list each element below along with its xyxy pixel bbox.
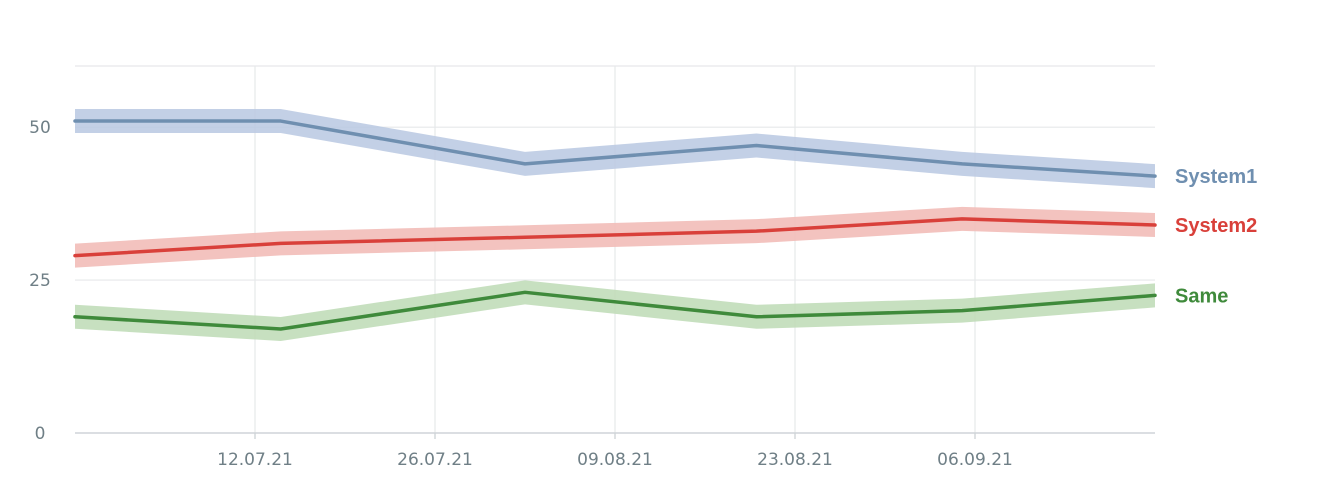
x-tick-label: 23.08.21 [757, 450, 833, 470]
series-label-system2: System2 [1175, 215, 1257, 237]
band-same [75, 280, 1155, 342]
line-same [73, 290, 1157, 331]
line-system1 [73, 119, 1157, 178]
series-label-system1: System1 [1175, 166, 1257, 188]
x-tick-label: 26.07.21 [397, 450, 473, 470]
axes: 0 25 50 12.07.21 26.07.21 09.08.21 23.08.21 06.… [29, 118, 1155, 470]
line-system2 [73, 217, 1157, 258]
x-tick-label: 12.07.21 [217, 450, 293, 470]
series-lines [73, 119, 1157, 331]
y-tick-label: 0 [35, 424, 46, 444]
series-labels: System1 System2 Same [1175, 166, 1257, 307]
series-label-same: Same [1175, 285, 1228, 307]
x-tick-label: 09.08.21 [577, 450, 653, 470]
y-tick-label: 50 [29, 118, 51, 138]
y-tick-label: 25 [29, 271, 51, 291]
x-tick-label: 06.09.21 [937, 450, 1013, 470]
band-system1 [75, 109, 1155, 189]
